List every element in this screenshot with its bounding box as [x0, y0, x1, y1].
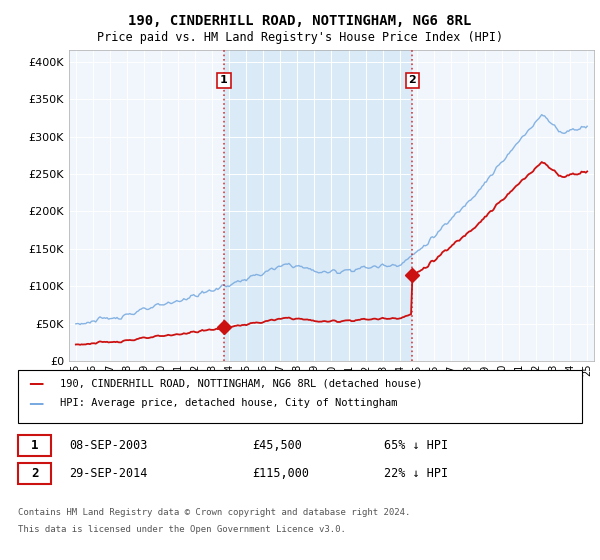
Text: £45,500: £45,500	[252, 438, 302, 452]
Text: 190, CINDERHILL ROAD, NOTTINGHAM, NG6 8RL: 190, CINDERHILL ROAD, NOTTINGHAM, NG6 8R…	[128, 14, 472, 28]
Text: 65% ↓ HPI: 65% ↓ HPI	[384, 438, 448, 452]
Text: 2: 2	[409, 76, 416, 85]
Bar	[224, 50, 412, 361]
Text: —: —	[28, 396, 44, 410]
Text: —: —	[28, 376, 44, 391]
Text: Contains HM Land Registry data © Crown copyright and database right 2024.: Contains HM Land Registry data © Crown c…	[18, 508, 410, 517]
Text: Price paid vs. HM Land Registry's House Price Index (HPI): Price paid vs. HM Land Registry's House …	[97, 31, 503, 44]
Text: 22% ↓ HPI: 22% ↓ HPI	[384, 466, 448, 480]
Text: 08-SEP-2003: 08-SEP-2003	[69, 438, 148, 452]
Text: 2: 2	[31, 466, 38, 480]
Text: £115,000: £115,000	[252, 466, 309, 480]
Text: This data is licensed under the Open Government Licence v3.0.: This data is licensed under the Open Gov…	[18, 525, 346, 534]
Text: 29-SEP-2014: 29-SEP-2014	[69, 466, 148, 480]
Text: 1: 1	[220, 76, 228, 85]
Text: 1: 1	[31, 438, 38, 452]
Text: HPI: Average price, detached house, City of Nottingham: HPI: Average price, detached house, City…	[60, 398, 398, 408]
Text: 190, CINDERHILL ROAD, NOTTINGHAM, NG6 8RL (detached house): 190, CINDERHILL ROAD, NOTTINGHAM, NG6 8R…	[60, 379, 422, 389]
